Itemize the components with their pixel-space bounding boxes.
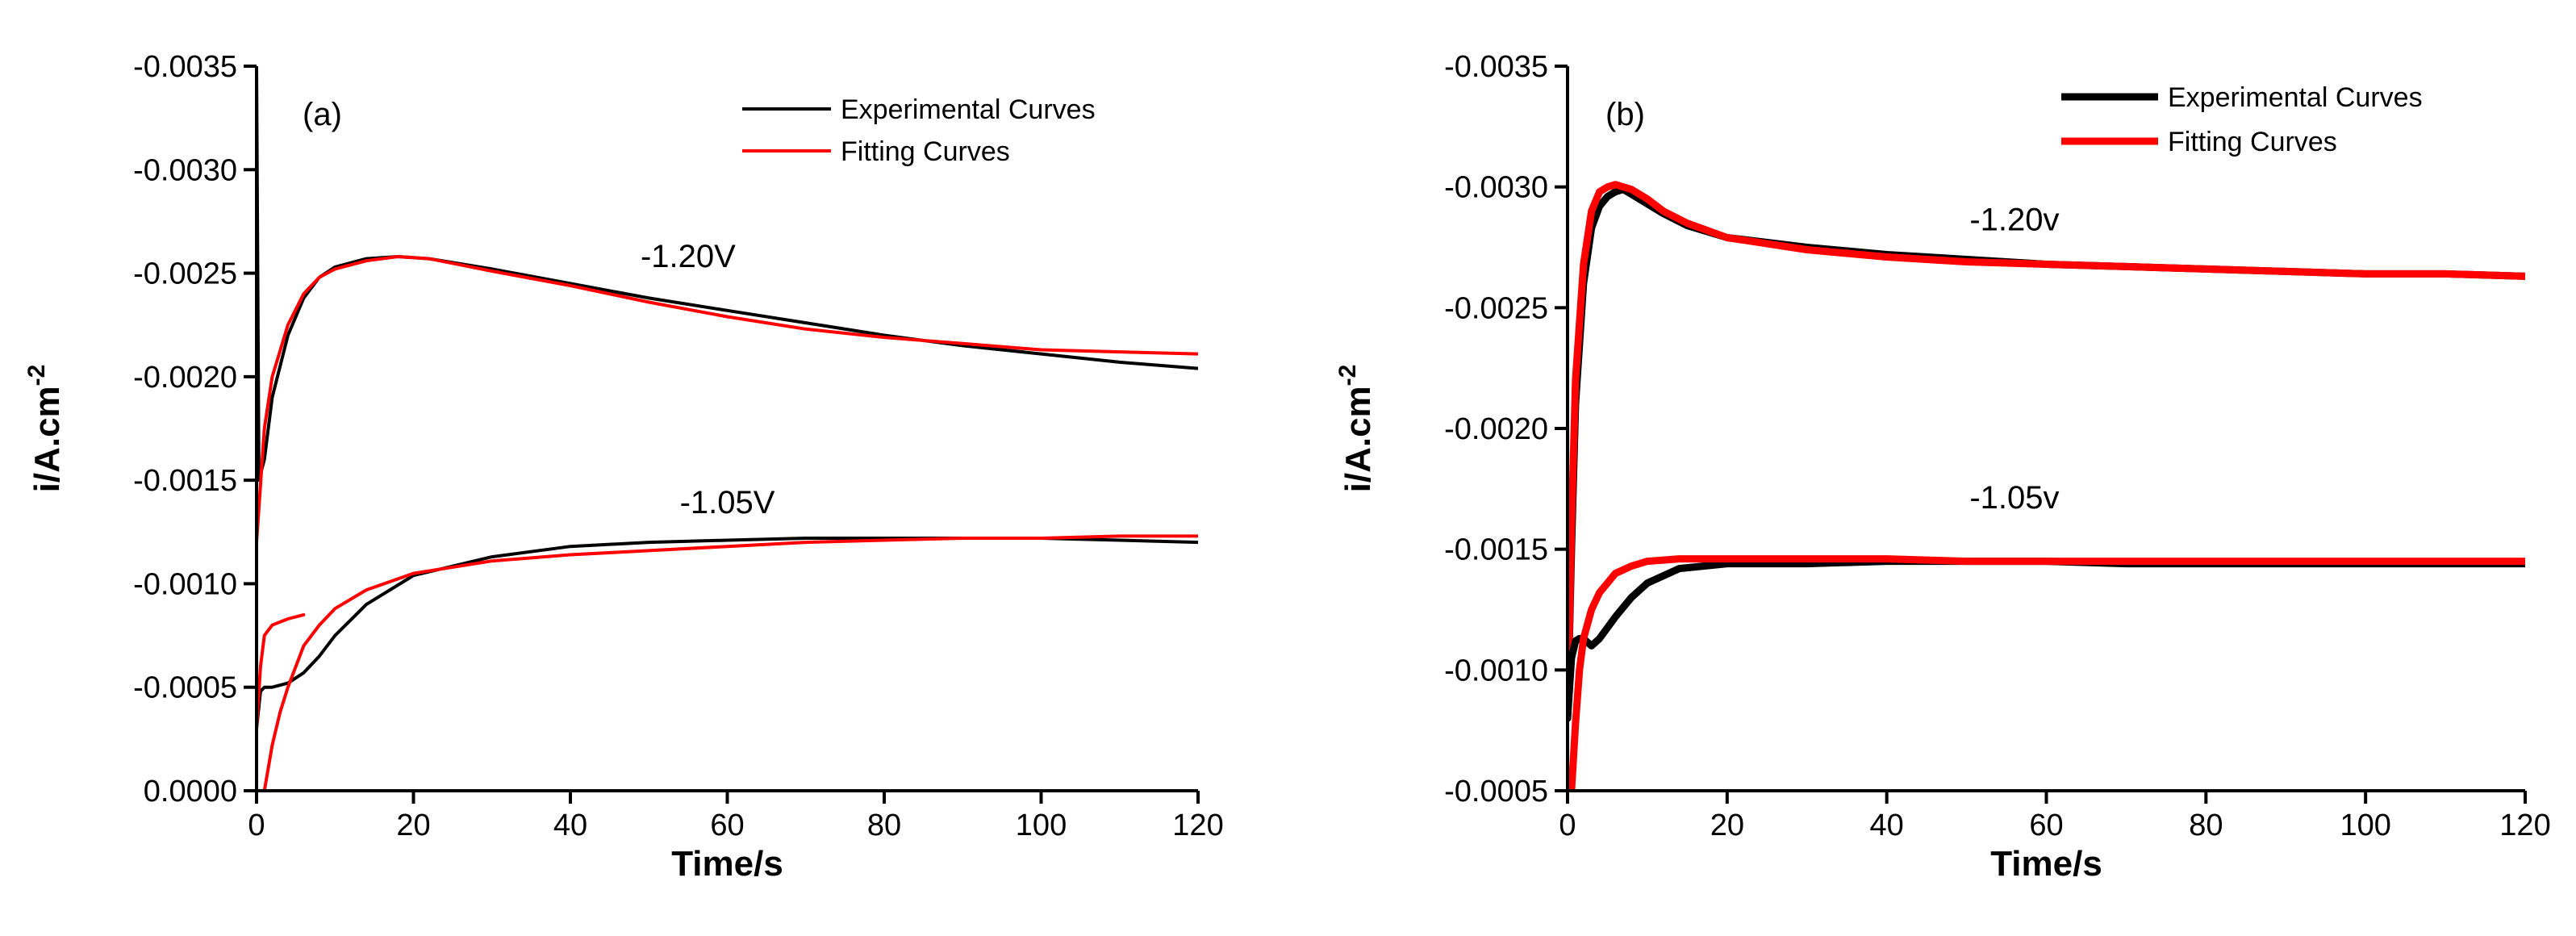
series-fitting-1.05v-3 (1568, 555, 2525, 791)
legend-label: Experimental Curves (2168, 82, 2423, 113)
series-fitting-1.05V-4 (257, 612, 306, 730)
x-tick-label: 60 (710, 809, 744, 842)
x-tick-label: 20 (396, 809, 430, 842)
series-experimental-1.05v-2 (1568, 558, 2525, 722)
x-tick-label: 100 (1016, 809, 1067, 842)
x-tick-label: 100 (2340, 809, 2390, 842)
y-axis-label: i/A.cm-2 (1334, 365, 1378, 493)
y-tick-label: -0.0015 (133, 464, 237, 498)
x-tick-label: 120 (2499, 809, 2550, 842)
legend: Experimental Curves Fitting Curves (2061, 82, 2423, 157)
y-tick-label: -0.0015 (1444, 533, 1548, 567)
x-tick-label: 120 (1172, 809, 1223, 842)
y-tick-label: -0.0025 (133, 257, 237, 291)
series-fitting-1.05V-3 (262, 534, 1198, 791)
y-tick-label: -0.0005 (1444, 775, 1548, 809)
y-tick-label: -0.0030 (1444, 171, 1548, 205)
series-experimental-1.20v-0 (1568, 186, 2525, 722)
y-tick-label: -0.0035 (1444, 50, 1548, 84)
x-tick-label: 40 (553, 809, 587, 842)
panel-label: (a) (303, 97, 342, 132)
x-tick-label: 0 (248, 809, 265, 842)
series-group (257, 66, 1198, 791)
y-tick-label: -0.0010 (133, 567, 237, 601)
legend-label: Fitting Curves (841, 136, 1010, 167)
chart-panel-b: 0 20 40 60 80 100 120 -0.0005 -0.0010 -0.0015 -0.0… (1334, 50, 2551, 884)
x-tick-label: 60 (2029, 809, 2063, 842)
y-tick-label: -0.0025 (1444, 291, 1548, 325)
curve-annotation: -1.05v (1969, 480, 2059, 516)
legend-label: Experimental Curves (841, 94, 1096, 125)
x-tick-label: 0 (1559, 809, 1576, 842)
y-axis-label: i/A.cm-2 (23, 365, 67, 493)
legend-label: Fitting Curves (2168, 127, 2337, 157)
y-tick-label: -0.0035 (133, 50, 237, 84)
y-tick-label: -0.0020 (133, 361, 237, 395)
y-tick-label: 0.0000 (144, 775, 237, 809)
curve-annotation: -1.05V (680, 485, 775, 520)
x-tick-label: 40 (1870, 809, 1904, 842)
x-axis-label: Time/s (1990, 844, 2102, 884)
y-tick-label: -0.0030 (133, 153, 237, 187)
series-fitting-1.20v-1 (1568, 181, 2525, 722)
legend: Experimental Curves Fitting Curves (742, 94, 1096, 167)
curve-annotation: -1.20V (641, 239, 736, 274)
series-experimental-1.05V-2 (257, 537, 1198, 730)
chart-panel-a: 0 20 40 60 80 100 120 0.0000 -0.0005 -0.0010 -0.00… (23, 50, 1224, 884)
series-group (1568, 181, 2525, 791)
x-tick-label: 80 (2189, 809, 2223, 842)
curve-annotation: -1.20v (1969, 203, 2059, 238)
y-tick-label: -0.0010 (1444, 654, 1548, 687)
x-tick-label: 80 (867, 809, 901, 842)
x-tick-label: 20 (1710, 809, 1744, 842)
panel-label: (b) (1605, 97, 1645, 132)
series-fitting-1.20V-1 (257, 255, 1198, 545)
y-tick-label: -0.0020 (1444, 412, 1548, 446)
x-axis-label: Time/s (671, 844, 783, 884)
y-tick-label: -0.0005 (133, 671, 237, 705)
